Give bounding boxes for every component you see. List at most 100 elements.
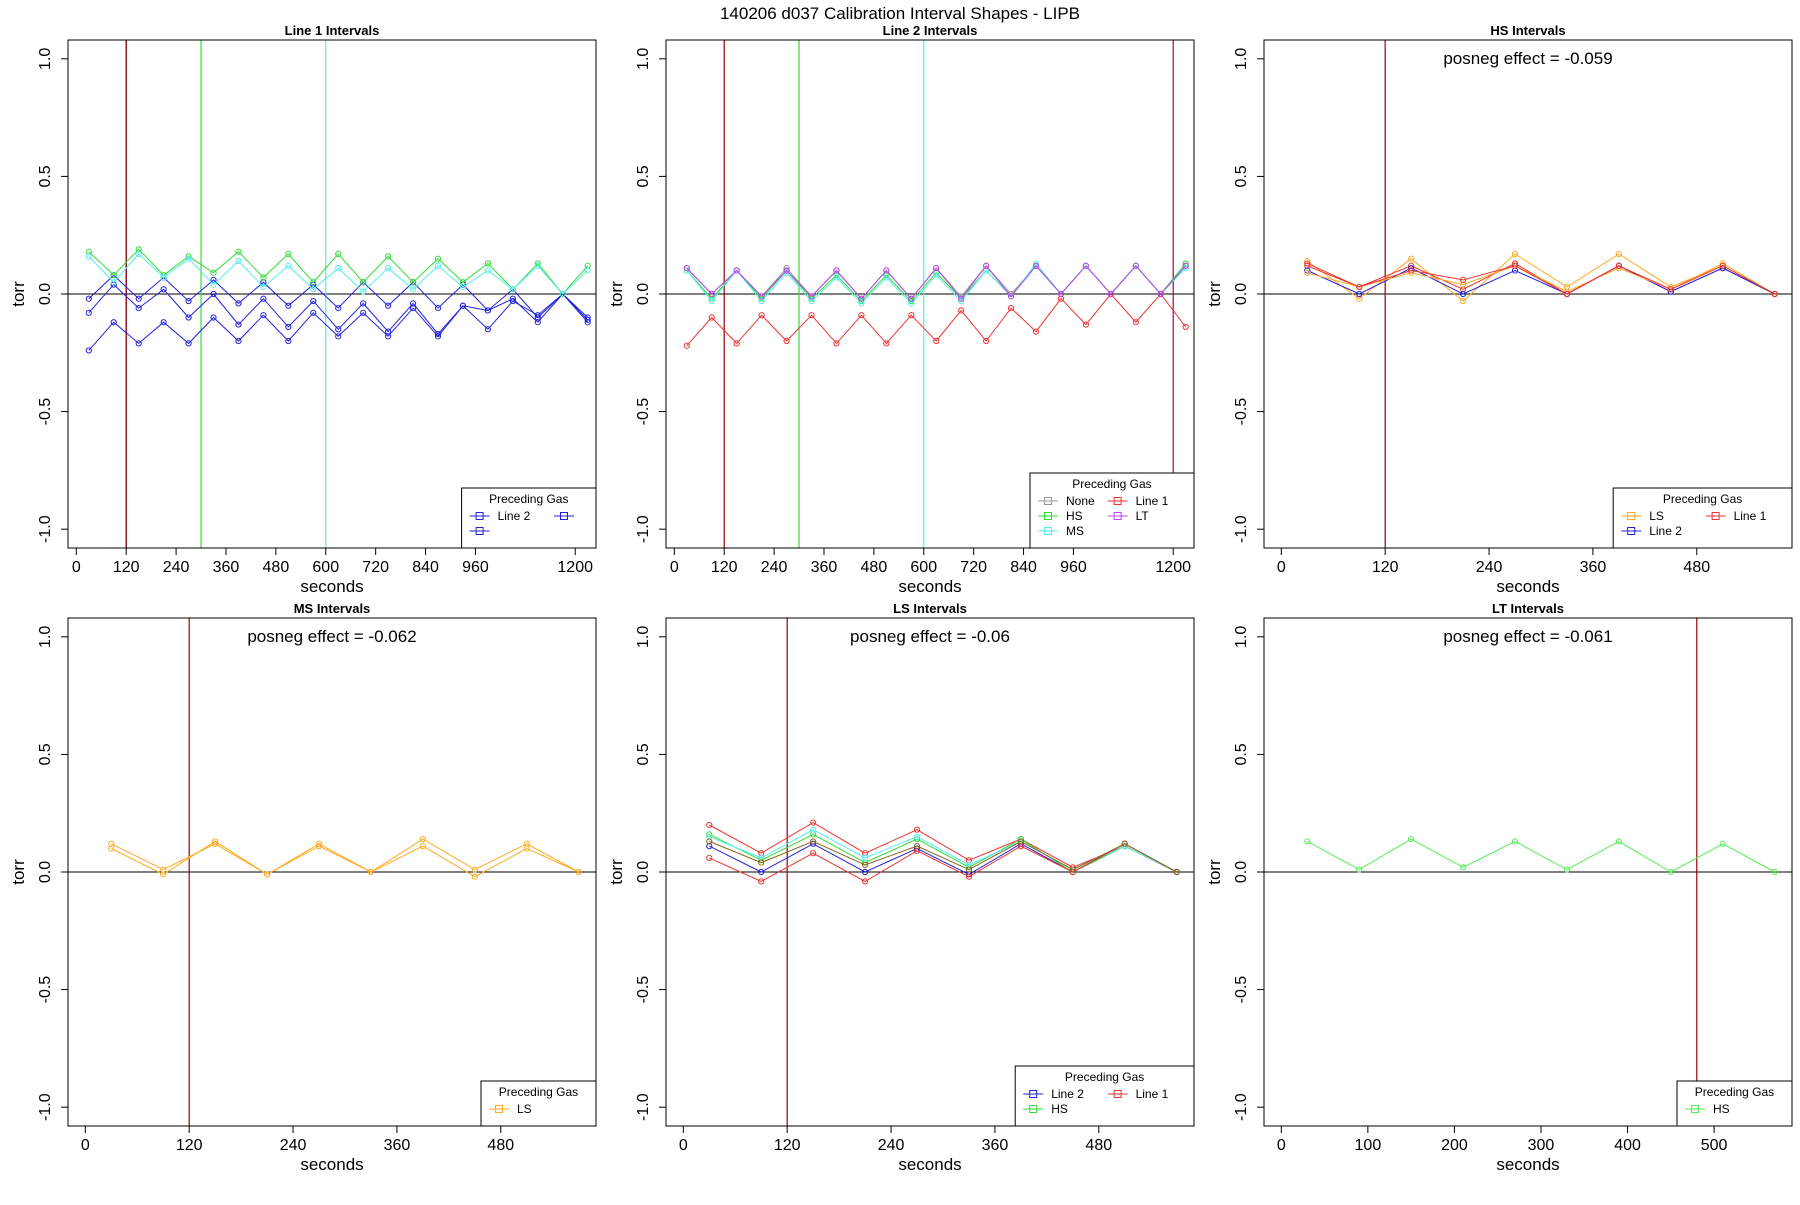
data-point (1069, 866, 1076, 873)
series-line (686, 293, 1187, 347)
x-tick-label: 360 (384, 1137, 411, 1154)
data-point (810, 826, 817, 833)
legend-entry-label: LS (1649, 509, 1664, 523)
data-point (135, 295, 142, 302)
data-point (833, 340, 840, 347)
data-point (575, 868, 582, 876)
x-tick-label: 100 (1355, 1137, 1382, 1154)
y-tick-label: -0.5 (635, 976, 652, 1004)
x-tick-label: 600 (312, 559, 339, 576)
x-tick-label: 960 (462, 559, 489, 576)
data-point (367, 868, 375, 876)
series-line (111, 840, 579, 878)
chart-panel: Line 1 Intervals 0 120 240 360 480 600 720 840 96… (9, 23, 597, 596)
y-tick-label: 1.0 (37, 626, 54, 648)
series-line (709, 840, 1177, 873)
data-point (210, 290, 217, 298)
data-point (584, 314, 591, 321)
data-point (1459, 297, 1467, 305)
data-point (706, 854, 713, 861)
data-point (210, 281, 217, 288)
data-point (706, 821, 713, 829)
legend-entry-label: MS (1066, 524, 1084, 538)
legend-box (1612, 487, 1793, 549)
y-tick-label: -0.5 (37, 398, 54, 426)
data-point (310, 279, 317, 286)
data-point (185, 297, 192, 305)
x-tick-label: 480 (487, 1137, 514, 1154)
series-group (683, 260, 1189, 349)
x-tick-label: 360 (1580, 559, 1607, 576)
chart-panel: LS Intervals 0 120 240 360 480 seconds -1.0 -0.5… (607, 601, 1195, 1174)
legend-box (461, 487, 597, 549)
data-point (185, 255, 192, 262)
series-line (686, 264, 1187, 300)
data-point (858, 295, 865, 302)
data-point (85, 309, 92, 316)
data-point (534, 262, 541, 269)
legend-swatch-marker (1029, 1090, 1038, 1098)
legend-swatch-marker (1113, 512, 1122, 520)
x-tick-label: 0 (670, 559, 679, 576)
legend-entry-label: None (1066, 494, 1095, 508)
data-point (110, 279, 117, 286)
data-point (235, 257, 242, 265)
y-tick-label: 1.0 (1233, 48, 1250, 70)
data-point (1459, 290, 1467, 298)
chart-title: HS Intervals (1490, 23, 1565, 38)
data-point (913, 826, 921, 833)
data-point (883, 340, 890, 347)
series-line (709, 833, 1177, 873)
legend-entry-label: HS (1713, 1102, 1730, 1116)
data-point (471, 866, 478, 873)
data-point (135, 250, 142, 258)
data-point (733, 340, 740, 347)
legend-swatch-marker (475, 512, 484, 520)
x-tick-label: 200 (1441, 1137, 1468, 1154)
data-point (758, 859, 765, 866)
data-point (1017, 838, 1024, 845)
chart-title: LS Intervals (893, 601, 967, 616)
data-point (434, 262, 442, 269)
y-tick-label: -1.0 (635, 515, 652, 543)
data-point (708, 290, 715, 298)
data-point (212, 838, 219, 845)
legend-title: Preceding Gas (1072, 477, 1151, 491)
data-point (1356, 283, 1363, 291)
x-tick-label: 360 (811, 559, 838, 576)
data-point (409, 279, 417, 286)
y-tick-label: 0.5 (1233, 743, 1250, 765)
chart-panel: MS Intervals 0 120 240 360 480 seconds -1.0 -0.5… (9, 601, 597, 1174)
x-tick-label: 720 (362, 559, 389, 576)
y-tick-label: -0.5 (635, 398, 652, 426)
y-axis: -1.0 -0.5 0.0 0.5 1.0 torr (607, 626, 667, 1121)
data-point (1408, 267, 1415, 274)
data-point (335, 250, 342, 258)
x-tick-label: 480 (861, 559, 888, 576)
x-tick-label: 120 (774, 1137, 801, 1154)
chart-panel: HS Intervals 0 120 240 360 480 seconds -1.0 -0.5… (1205, 23, 1793, 596)
data-point (534, 319, 541, 326)
data-point (1082, 321, 1090, 328)
x-tick-label: 240 (280, 1137, 307, 1154)
data-point (85, 253, 92, 260)
data-point (285, 337, 292, 345)
data-point (708, 314, 715, 321)
chart-annotation: posneg effect = -0.059 (1443, 49, 1612, 68)
legend-entry-label: Line 1 (1136, 494, 1169, 508)
data-point (285, 302, 292, 309)
data-point (409, 305, 417, 312)
data-point (1304, 269, 1311, 276)
x-tick-label: 480 (1085, 1137, 1112, 1154)
data-point (933, 265, 940, 272)
data-point (85, 295, 92, 302)
series-line (686, 263, 1187, 302)
data-point (958, 295, 965, 302)
series-line (88, 274, 589, 323)
x-tick-label: 1200 (557, 559, 593, 576)
y-tick-label: 1.0 (635, 626, 652, 648)
data-point (1173, 868, 1180, 876)
data-point (385, 333, 392, 340)
x-tick-label: 300 (1528, 1137, 1555, 1154)
data-point (810, 850, 817, 857)
